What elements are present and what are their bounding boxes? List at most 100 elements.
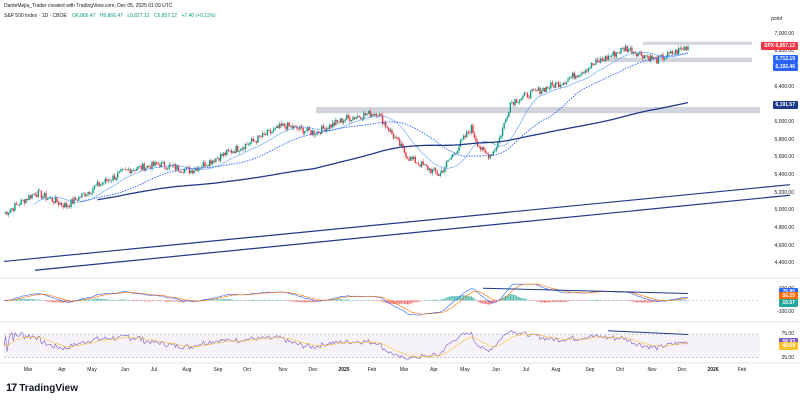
candle-body xyxy=(612,51,614,56)
candle-body xyxy=(584,70,586,74)
candle-body xyxy=(509,102,512,112)
macd-histogram-bar xyxy=(514,294,516,301)
candle-body xyxy=(428,168,431,171)
candle-body xyxy=(540,91,543,94)
candle-body xyxy=(600,58,602,63)
candle-body xyxy=(581,72,583,75)
candle-body xyxy=(466,131,468,138)
candle-body xyxy=(431,169,434,174)
candle-body xyxy=(361,118,364,120)
macd-histogram-bar xyxy=(534,300,536,302)
candle-body xyxy=(464,135,466,138)
macd-histogram-bar xyxy=(266,299,268,301)
candle-body xyxy=(352,117,354,121)
candle-body xyxy=(671,51,674,55)
candle-body xyxy=(526,92,529,98)
candle-body xyxy=(480,147,482,150)
candle-body xyxy=(610,55,613,57)
candle-body xyxy=(321,125,323,134)
rsi-tick-label: 25.00 xyxy=(781,354,794,361)
macd-histogram-bar xyxy=(90,299,92,301)
candle-body xyxy=(65,203,68,207)
macd-histogram-bar xyxy=(106,299,108,301)
candle-body xyxy=(545,86,547,92)
time-tick-label: Aug xyxy=(551,367,561,373)
candle-body xyxy=(79,196,82,198)
candle-body xyxy=(389,129,392,132)
macd-histogram-bar xyxy=(461,295,463,301)
candle-body xyxy=(568,77,571,79)
candle-body xyxy=(40,190,43,199)
macd-histogram-bar xyxy=(22,298,24,301)
macd-histogram-bar xyxy=(405,300,407,305)
macd-histogram-bar xyxy=(492,300,494,304)
candle-body xyxy=(646,56,649,57)
candle-body xyxy=(29,195,32,199)
macd-histogram-bar xyxy=(297,300,300,303)
candle-body xyxy=(60,202,63,206)
candle-body xyxy=(439,173,441,176)
candle-body xyxy=(406,157,409,159)
macd-histogram-bar xyxy=(95,298,97,301)
tradingview-logo[interactable]: 17 TradingView xyxy=(6,382,78,394)
candle-body xyxy=(399,139,401,147)
rsi-band xyxy=(4,334,760,358)
candle-body xyxy=(294,125,297,127)
candle-body xyxy=(629,47,632,50)
candle-body xyxy=(653,57,655,59)
candle-body xyxy=(360,117,362,120)
candle-body xyxy=(126,169,128,170)
macd-histogram-bar xyxy=(223,298,225,301)
candle-body xyxy=(330,124,332,128)
candle-body xyxy=(73,197,75,204)
candle-body xyxy=(383,122,385,125)
candle-body xyxy=(402,143,404,148)
candle-body xyxy=(208,160,211,167)
macd-histogram-bar xyxy=(439,299,441,301)
candle-body xyxy=(277,125,279,129)
candle-body xyxy=(487,154,490,159)
symbol-ohlc-line: S&P 500 Index · 1D · CBOE O6,866.47 H6,8… xyxy=(4,13,219,19)
candle-body xyxy=(68,205,71,208)
candle-body xyxy=(272,129,275,132)
macd-histogram-bar xyxy=(650,300,652,303)
macd-histogram-bar xyxy=(380,300,382,302)
candle-body xyxy=(118,171,120,173)
time-tick-label: Apr xyxy=(58,367,66,373)
rsi-tick-label: 75.00 xyxy=(781,331,794,338)
symbol-label[interactable]: S&P 500 Index · 1D · CBOE xyxy=(4,13,67,19)
macd-histogram-bar xyxy=(628,300,630,302)
macd-histogram-bar xyxy=(85,299,88,301)
candle-body xyxy=(283,123,286,127)
candle-body xyxy=(441,170,443,174)
candle-body xyxy=(229,150,231,152)
candle-body xyxy=(673,53,675,55)
time-tick-label: Jul xyxy=(150,367,158,373)
macd-histogram-bar xyxy=(411,300,413,304)
macd-histogram-bar xyxy=(445,297,448,301)
macd-histogram-bar xyxy=(190,300,192,302)
candle-body xyxy=(617,52,619,54)
candle-body xyxy=(409,156,412,161)
candle-body xyxy=(28,195,30,200)
candle-body xyxy=(246,143,248,145)
candle-body xyxy=(523,92,526,96)
candle-body xyxy=(391,129,393,134)
candle-body xyxy=(408,158,410,161)
macd-histogram-bar xyxy=(406,300,409,305)
candle-body xyxy=(445,161,448,168)
macd-histogram-bar xyxy=(126,299,128,301)
candle-body xyxy=(90,193,92,194)
macd-histogram-bar xyxy=(268,299,270,301)
support-zone xyxy=(643,41,752,45)
candle-body xyxy=(36,195,38,197)
macd-histogram-bar xyxy=(149,300,152,302)
candle-body xyxy=(12,208,15,211)
macd-histogram-bar xyxy=(645,300,647,303)
macd-histogram-bar xyxy=(315,300,317,303)
candle-body xyxy=(247,144,250,145)
time-tick-label: Jul xyxy=(522,367,530,373)
macd-histogram-bar xyxy=(235,299,237,301)
candle-body xyxy=(275,125,278,128)
